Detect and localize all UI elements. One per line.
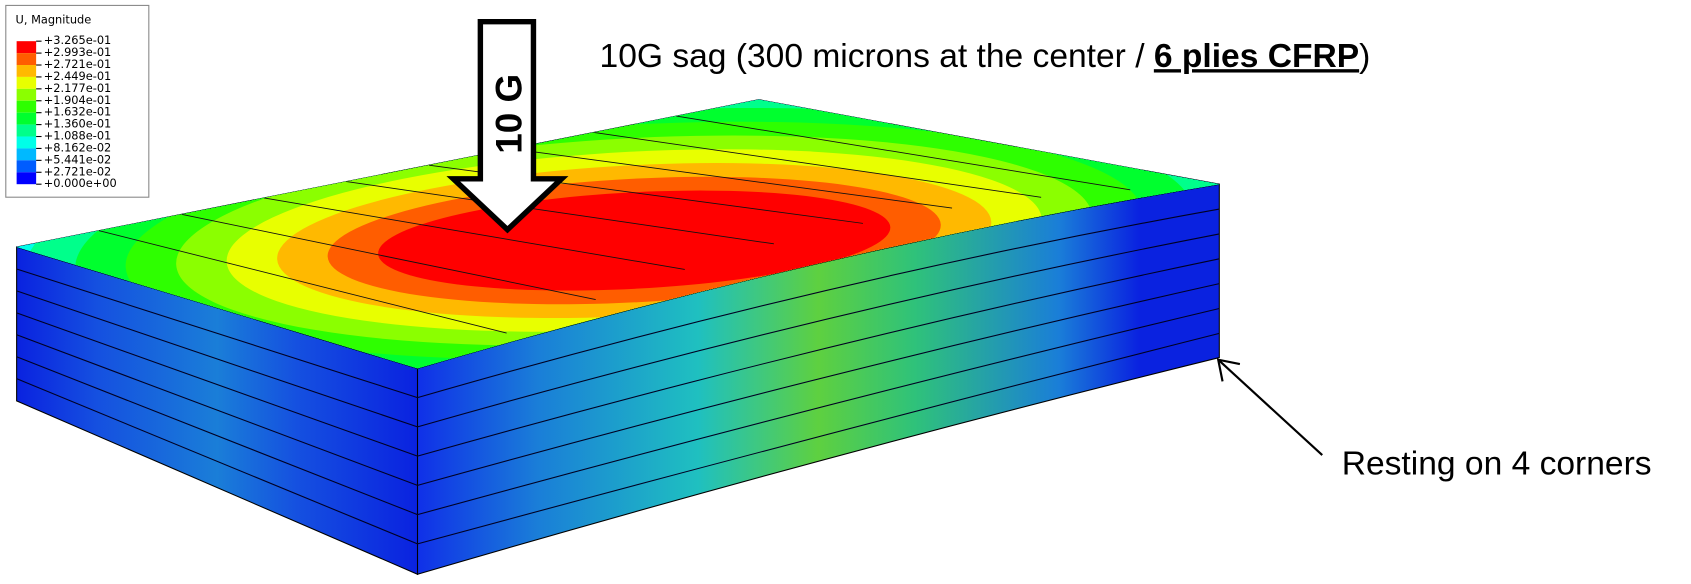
legend-swatch bbox=[17, 160, 37, 172]
caption: 10G sag (300 microns at the center / 6 p… bbox=[600, 38, 1371, 75]
caption-text: ) bbox=[1359, 38, 1370, 75]
legend-label: +0.000e+00 bbox=[44, 176, 117, 190]
legend-swatch bbox=[17, 113, 37, 125]
legend-swatch bbox=[17, 77, 37, 89]
legend-swatch bbox=[17, 89, 37, 101]
plate bbox=[0, 1, 1456, 574]
caption-bold: 6 plies CFRP bbox=[1154, 38, 1359, 75]
legend-swatch bbox=[17, 125, 37, 137]
legend: U, Magnitude +3.265e-01+2.993e-01+2.721e… bbox=[6, 5, 149, 197]
legend-swatch bbox=[17, 53, 37, 65]
support-arrow bbox=[1218, 360, 1322, 455]
legend-swatch bbox=[17, 137, 37, 149]
scene: U, Magnitude +3.265e-01+2.993e-01+2.721e… bbox=[0, 0, 1691, 584]
legend-title: U, Magnitude bbox=[16, 13, 92, 27]
support-note: Resting on 4 corners bbox=[1342, 446, 1652, 483]
legend-swatch bbox=[17, 41, 37, 53]
load-label: 10 G bbox=[489, 74, 530, 154]
legend-swatch bbox=[17, 172, 37, 184]
legend-swatch bbox=[17, 65, 37, 77]
legend-swatch bbox=[17, 101, 37, 113]
caption-text: 10G sag (300 microns at the center / bbox=[600, 38, 1154, 75]
legend-swatch bbox=[17, 148, 37, 160]
